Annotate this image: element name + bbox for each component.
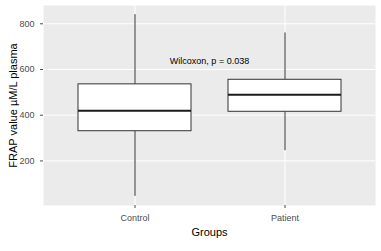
svg-text:Patient: Patient (271, 213, 300, 223)
svg-text:Groups: Groups (191, 226, 228, 238)
svg-text:FRAP value µM/L plasma: FRAP value µM/L plasma (7, 42, 19, 167)
svg-text:200: 200 (19, 156, 34, 166)
svg-text:600: 600 (19, 64, 34, 74)
svg-text:Wilcoxon, p = 0.038: Wilcoxon, p = 0.038 (170, 56, 249, 66)
svg-text:400: 400 (19, 110, 34, 120)
svg-text:800: 800 (19, 19, 34, 29)
svg-text:Control: Control (120, 213, 149, 223)
